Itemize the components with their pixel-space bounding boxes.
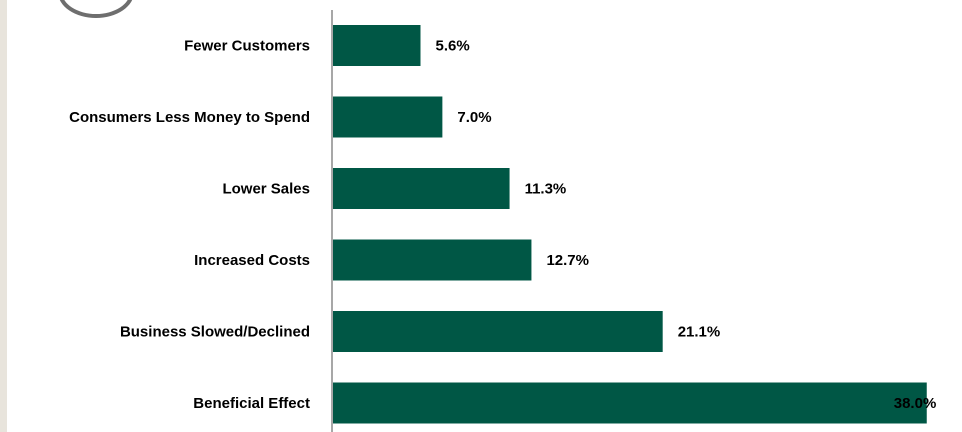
- value-label: 5.6%: [436, 38, 470, 55]
- category-label: Consumers Less Money to Spend: [69, 109, 310, 126]
- category-label: Fewer Customers: [184, 38, 310, 55]
- category-label: Lower Sales: [222, 181, 310, 198]
- bar: [333, 168, 510, 209]
- value-label: 21.1%: [678, 324, 721, 341]
- category-label: Increased Costs: [194, 252, 310, 269]
- value-label: 7.0%: [457, 109, 491, 126]
- bar: [333, 311, 663, 352]
- bar: [333, 96, 443, 138]
- value-label: 38.0%: [894, 395, 937, 412]
- bar: [333, 25, 421, 66]
- bar: [333, 239, 532, 281]
- value-label: 11.3%: [525, 181, 567, 198]
- bar: [333, 382, 927, 424]
- left-edge-strip: [0, 0, 7, 432]
- category-label: Business Slowed/Declined: [120, 324, 310, 341]
- category-label: Beneficial Effect: [193, 395, 310, 412]
- value-label: 12.7%: [546, 252, 589, 269]
